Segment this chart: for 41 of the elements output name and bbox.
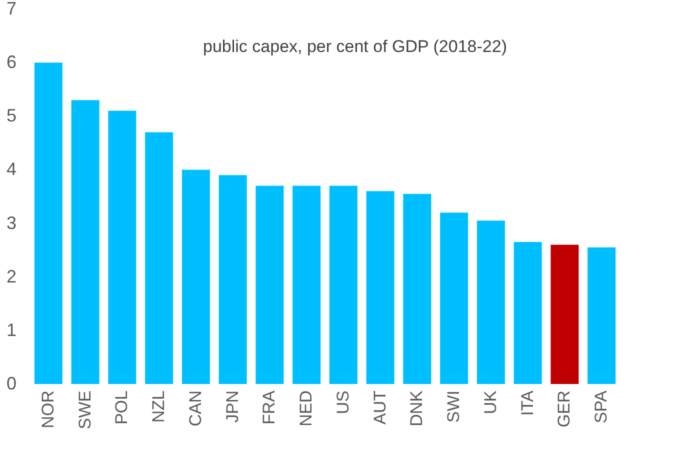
text: public capex, per cent of GDP (2018-22) [203,37,507,56]
bar [145,132,174,384]
y-tick-label: 1 [6,320,16,340]
bar [182,170,210,384]
x-tick-label: FRA [260,390,279,424]
y-tick-label: 5 [6,106,16,126]
x-tick-label: AUT [370,390,390,424]
bar [514,242,542,384]
x-tick-label: JPN [222,390,242,423]
bar [292,186,321,384]
y-tick-label: 7 [6,0,16,18]
bar [588,247,616,384]
y-tick-label: 0 [6,374,16,394]
x-tick-label: SWI [444,390,464,423]
bar [34,62,62,384]
x-tick-label: UK [480,390,500,414]
bar [71,100,100,384]
bar [550,244,579,384]
bar [366,191,394,384]
x-tick-label: NZL [149,390,168,423]
x-tick-label: ITA [518,390,537,416]
x-tick-label: SPA [592,390,611,424]
x-tick-label: NOR [38,390,58,428]
bar [403,194,432,384]
x-tick-label: DNK [407,390,426,426]
y-tick-label: 6 [6,52,16,72]
bar [108,110,136,384]
x-tick-label: GER [554,390,574,428]
x-tick-label: POL [112,390,132,425]
bar [256,186,284,384]
bar [440,212,468,384]
x-tick-label: NED [296,390,316,426]
y-tick-label: 3 [6,212,16,233]
bar [218,175,247,384]
x-tick-label: CAN [186,390,205,426]
x-tick-label: US [333,390,352,414]
bar [329,186,358,384]
y-tick-label: 2 [6,266,16,286]
bar [476,220,505,384]
x-tick-label: SWE [75,390,94,430]
y-tick-label: 4 [6,159,16,180]
